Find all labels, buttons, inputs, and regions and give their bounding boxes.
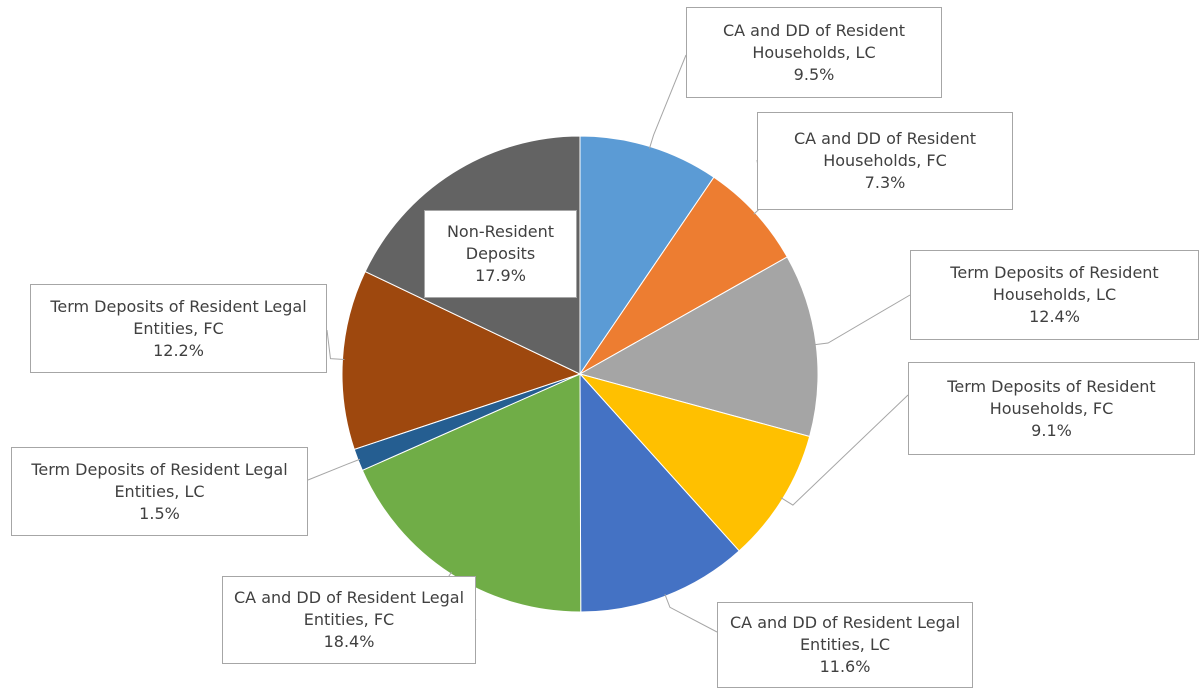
leader-line [326, 329, 345, 361]
label-value: 9.5% [793, 64, 835, 84]
label-name: CA and DD of Resident Legal Entities, FC [233, 588, 465, 629]
label-value: 12.4% [1029, 307, 1080, 326]
label-value: 1.5% [139, 503, 180, 523]
label-value: 12.2% [153, 340, 204, 360]
data-label: CA and DD of Resident Legal Entities, FC… [222, 576, 476, 664]
data-label: CA and DD of Resident Households, LC 9.5% [686, 7, 942, 98]
label-value: 11.6% [819, 657, 871, 676]
label-name: Term Deposits of Resident Legal Entities… [31, 459, 288, 501]
label-name: Term Deposits of Resident Households, FC [947, 376, 1156, 418]
label-name: Term Deposits of Resident Households, LC [950, 263, 1159, 304]
label-name: CA and DD of Resident Households, FC [793, 129, 977, 170]
label-value: 18.4% [323, 632, 375, 651]
data-label: CA and DD of Resident Households, FC 7.3% [757, 112, 1013, 210]
data-label: Term Deposits of Resident Legal Entities… [30, 284, 327, 373]
leader-line [814, 294, 911, 346]
data-label: Term Deposits of Resident Households, FC… [908, 362, 1195, 455]
label-name: Term Deposits of Resident Legal Entities… [50, 296, 307, 338]
label-value: 17.9% [475, 266, 526, 285]
label-name: Non-Resident Deposits [446, 222, 555, 263]
leader-line [307, 458, 361, 481]
data-label: Term Deposits of Resident Households, LC… [910, 250, 1199, 340]
leader-line [648, 54, 687, 149]
leader-line [780, 394, 909, 506]
data-label: Term Deposits of Resident Legal Entities… [11, 447, 308, 536]
label-value: 7.3% [864, 173, 906, 192]
label-value: 9.1% [1031, 420, 1072, 440]
leader-line [664, 594, 718, 633]
label-name: CA and DD of Resident Households, LC [722, 20, 906, 62]
label-name: CA and DD of Resident Legal Entities, LC [729, 613, 961, 654]
data-label: CA and DD of Resident Legal Entities, LC… [717, 602, 973, 688]
data-label: Non-Resident Deposits 17.9% [424, 210, 577, 298]
